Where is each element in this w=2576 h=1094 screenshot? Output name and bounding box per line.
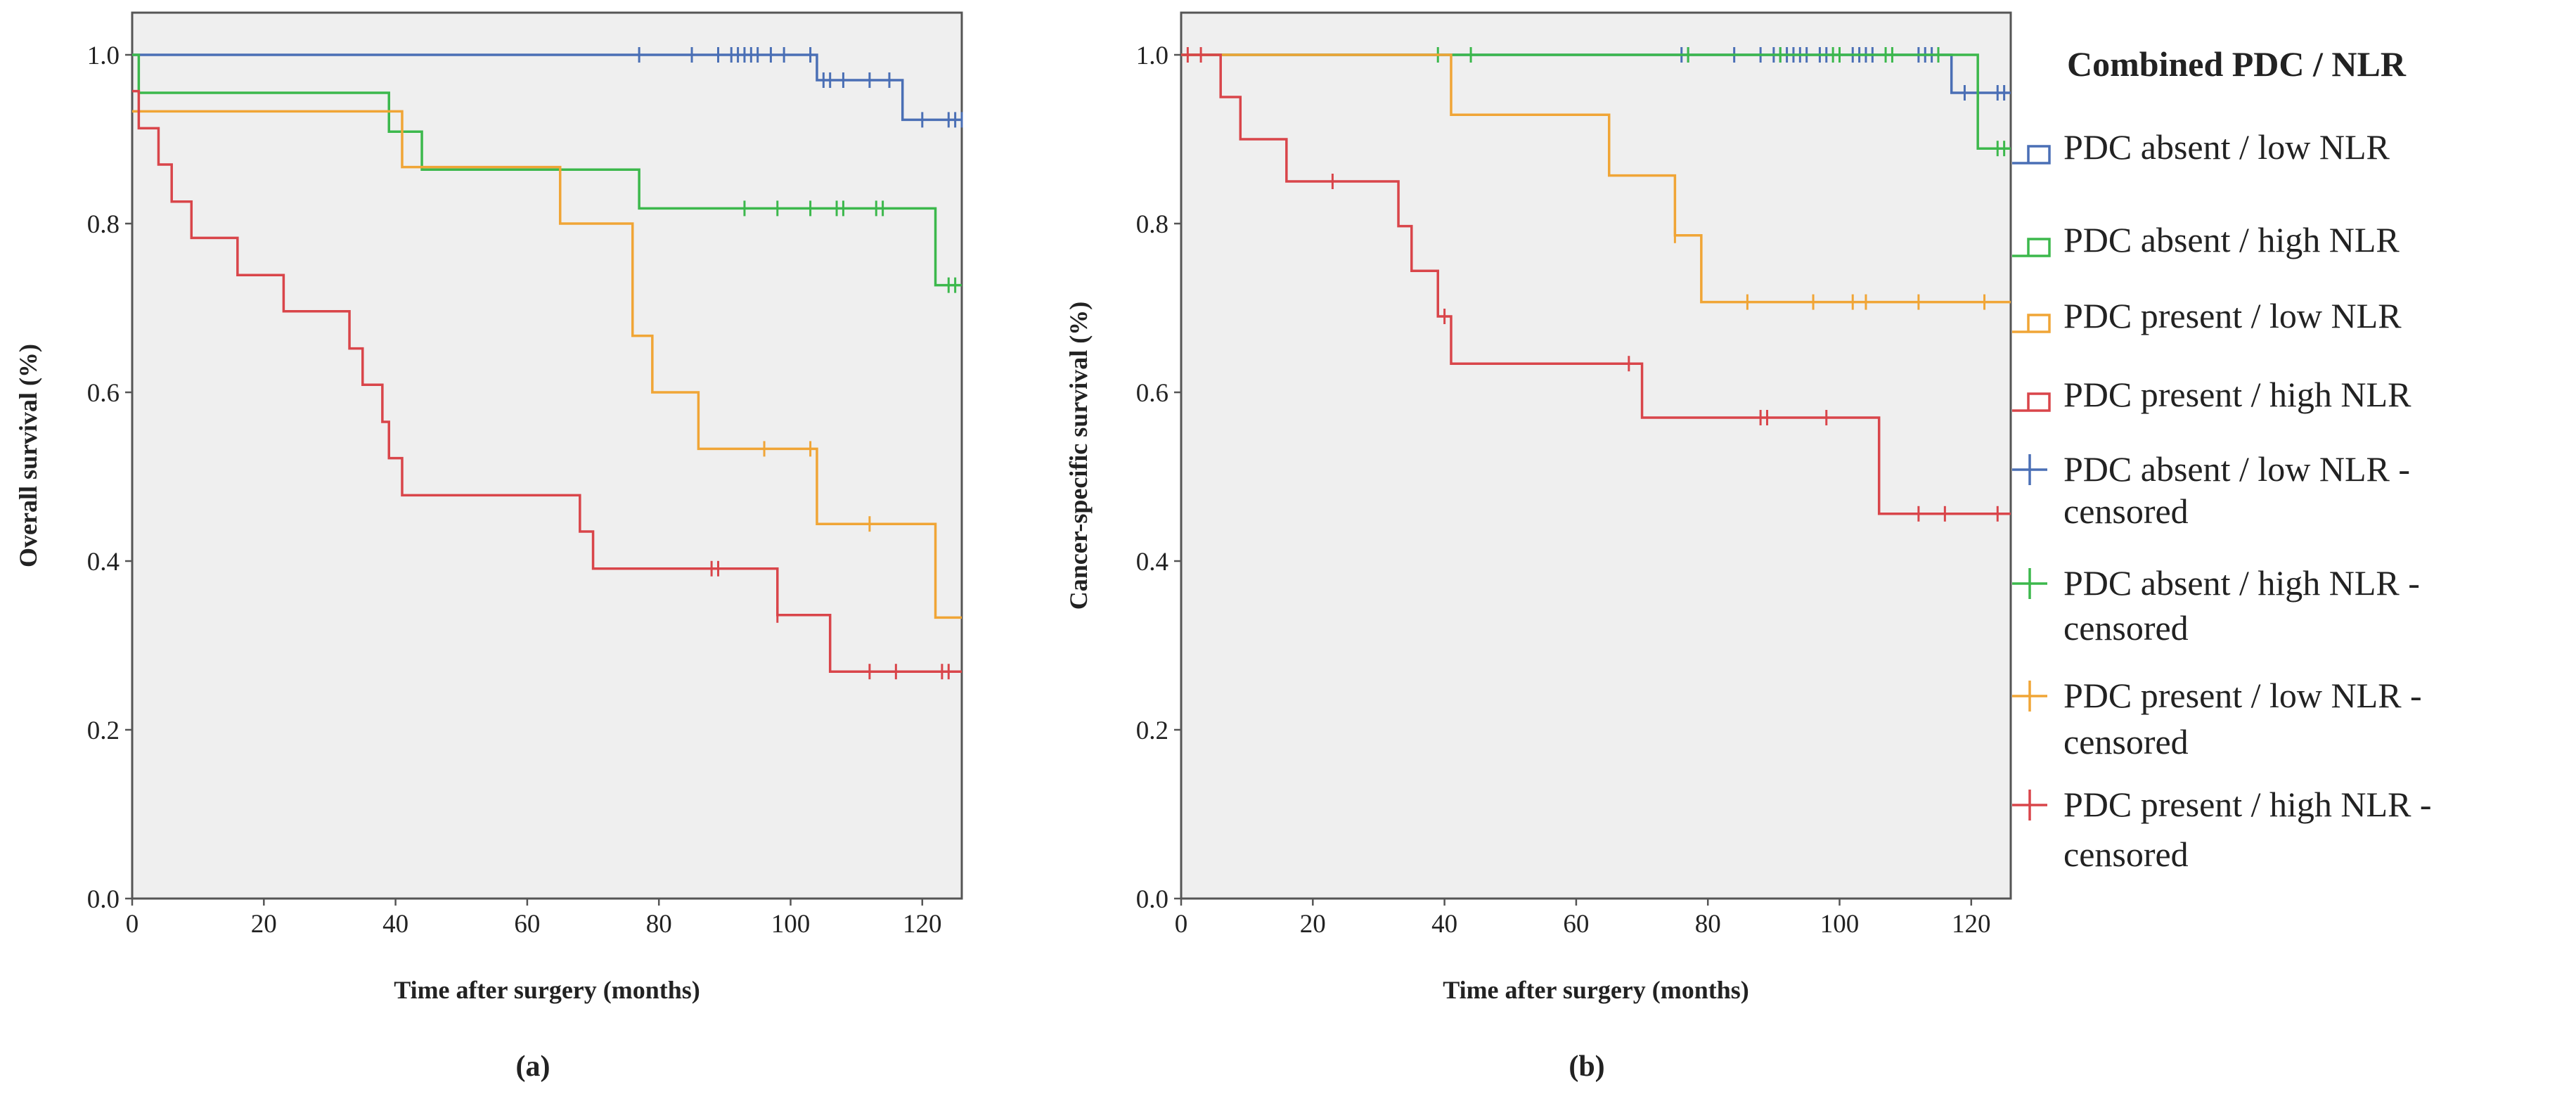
survival-line-g2 [1181,53,2011,150]
y-tick-label: 0.0 [87,885,120,914]
y-tick-label: 0.2 [1136,716,1168,745]
survival-line-g2 [132,53,962,287]
y-tick-label: 1.0 [87,41,120,70]
x-tick-label: 20 [1300,910,1326,939]
y-tick-label: 0.2 [87,716,120,745]
y-axis-label: Overall survival (%) [14,344,42,567]
y-tick-label: 0.4 [1136,548,1168,577]
x-tick-label: 60 [514,910,540,939]
legend-label: PDC absent / high NLR [2063,220,2400,259]
y-tick-label: 0.8 [1136,210,1168,239]
survival-line-g4 [132,89,962,673]
x-tick-label: 80 [1695,910,1721,939]
legend-swatch-line-g4 [2012,392,2051,412]
y-tick-label: 0.6 [87,379,120,408]
legend-label-line2: censored [2063,722,2189,761]
panel-a-label: (a) [516,1050,550,1083]
panel-b-chart: 0 20 40 60 80 100 120 0.0 0.2 0.4 0.6 0.8 1.0 Time af… [1064,11,2012,1004]
legend-swatch-line-g1 [2012,145,2051,165]
survival-line-g4 [1181,53,2011,515]
legend-label: PDC present / high NLR - [2063,785,2432,824]
legend-label: PDC present / high NLR [2063,375,2411,414]
legend-label: PDC present / low NLR - [2063,676,2422,715]
y-tick-label: 0.0 [1136,885,1168,914]
legend-label: PDC absent / low NLR - [2063,449,2410,489]
survival-line-g1 [132,53,962,122]
legend-title: Combined PDC / NLR [2067,44,2407,84]
x-tick-label: 100 [771,910,811,939]
x-tick-label: 20 [251,910,277,939]
legend-label-line2: censored [2063,491,2189,531]
legend-label-line2: censored [2063,608,2189,648]
y-tick-label: 0.6 [1136,379,1168,408]
y-tick-label: 0.4 [87,548,120,577]
x-tick-label: 100 [1820,910,1860,939]
y-tick-label: 1.0 [1136,41,1168,70]
x-tick-label: 40 [1431,910,1457,939]
x-axis-label: Time after surgery (months) [394,976,700,1004]
panel-b-label: (b) [1569,1050,1604,1083]
legend: Combined PDC / NLR PDC absent / low NLR P… [2012,44,2432,874]
legend-swatch-line-g2 [2012,238,2051,257]
x-tick-label: 120 [903,910,942,939]
y-axis-label: Cancer-specific survival (%) [1064,302,1093,610]
x-axis-label: Time after surgery (months) [1443,976,1749,1004]
x-tick-label: 0 [1175,910,1188,939]
legend-swatch-line-g3 [2012,314,2051,333]
plot-area [1180,11,2012,900]
panel-a-chart: 0 20 40 60 80 100 120 0.0 0.2 0.4 0.6 0.8 1.0 Time af… [14,11,963,1004]
x-tick-label: 60 [1563,910,1589,939]
legend-label: PDC absent / high NLR - [2063,563,2420,603]
x-tick-label: 0 [126,910,139,939]
y-tick-label: 0.8 [87,210,120,239]
legend-label-line2: censored [2063,835,2189,874]
x-tick-label: 120 [1952,910,1991,939]
x-tick-label: 80 [646,910,672,939]
x-tick-label: 40 [382,910,408,939]
legend-label: PDC present / low NLR [2063,296,2402,335]
legend-label: PDC absent / low NLR [2063,127,2390,167]
survival-line-g3 [132,110,962,619]
plot-area [131,11,963,900]
survival-line-g3 [1181,53,2011,304]
